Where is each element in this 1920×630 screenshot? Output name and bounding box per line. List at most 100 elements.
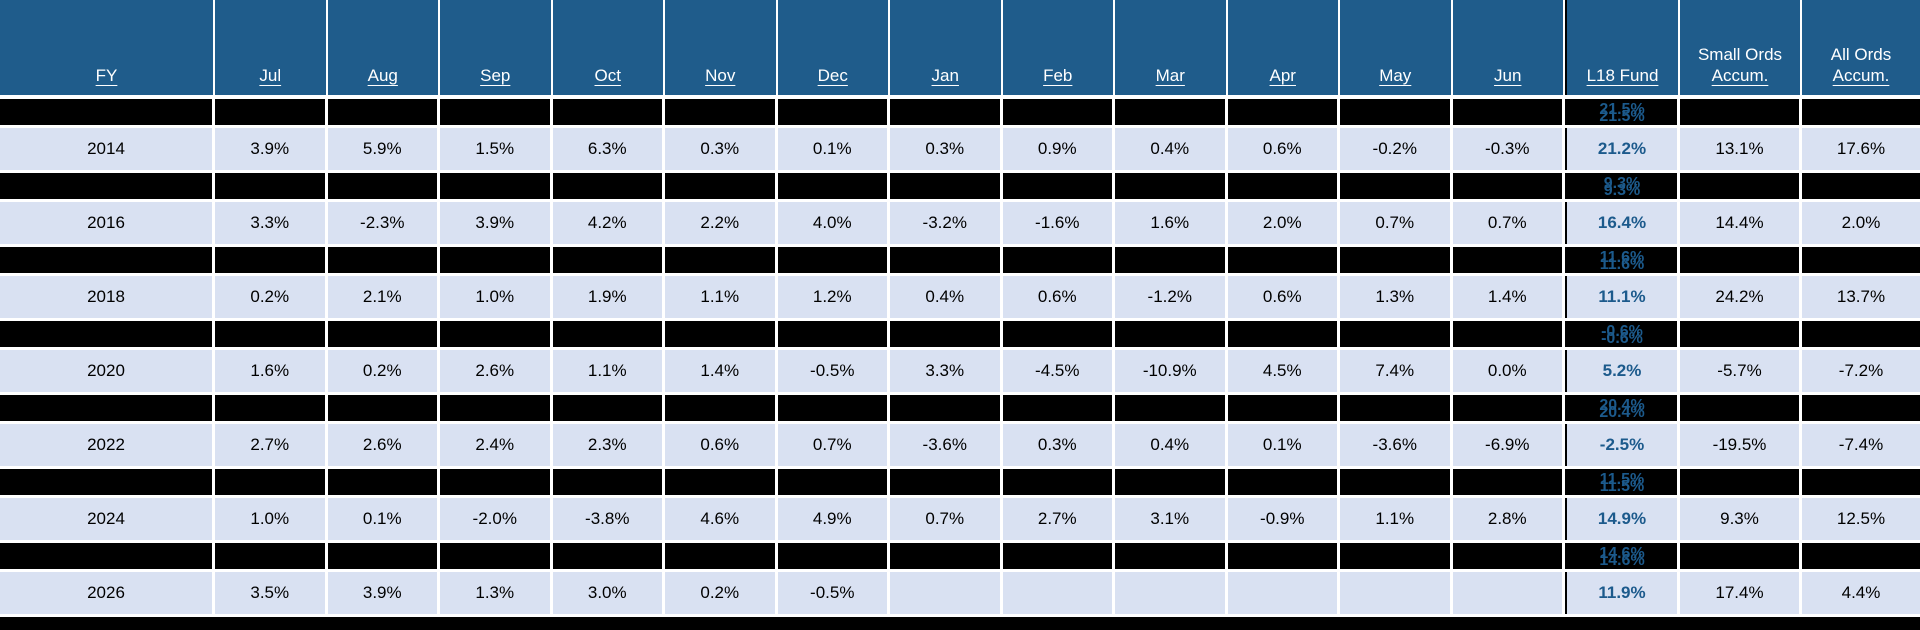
redacted-cell xyxy=(1802,395,1920,421)
redacted-l18-cell: 9.3% 9.3% xyxy=(1565,173,1680,199)
redacted-cell xyxy=(440,99,553,125)
redacted-cell xyxy=(327,247,440,273)
header-cell-sep: Sep xyxy=(440,0,553,95)
redacted-cell xyxy=(215,469,328,495)
redacted-cell xyxy=(1680,321,1802,347)
header-cell-may: May xyxy=(1340,0,1453,95)
l18-fund-cell: 21.2% xyxy=(1565,128,1680,170)
month-cell-jul: 0.2% xyxy=(215,276,328,318)
month-cell-aug: 2.1% xyxy=(327,276,440,318)
redacted-cell xyxy=(665,469,778,495)
header-cell-jul: Jul xyxy=(215,0,328,95)
small-ords-cell: 14.4% xyxy=(1680,202,1802,244)
redacted-l18-cell: 14.6% 14.6% xyxy=(1565,543,1680,569)
bottom-redaction-band xyxy=(0,617,1920,630)
month-cell-nov: 0.6% xyxy=(665,424,778,466)
l18-fund-cell: 14.9% xyxy=(1565,498,1680,540)
redacted-cell xyxy=(1452,247,1565,273)
redacted-cell xyxy=(1227,99,1340,125)
data-row-fy-2022: 2022 2.7% 2.6% 2.4% 2.3% 0.6% 0.7% -3.6% 0.3% 0.4… xyxy=(0,424,1920,466)
month-cell-jun: -6.9% xyxy=(1452,424,1565,466)
month-cell-dec: 1.2% xyxy=(777,276,890,318)
redacted-cell xyxy=(1452,99,1565,125)
redacted-cell xyxy=(552,247,665,273)
data-row-fy-2014: 2014 3.9% 5.9% 1.5% 6.3% 0.3% 0.1% 0.3% 0.9% 0.4%… xyxy=(0,128,1920,170)
redacted-cell xyxy=(1340,469,1453,495)
header-cell-oct: Oct xyxy=(552,0,665,95)
redacted-l18-scribble: 11.5% xyxy=(1599,471,1645,488)
month-cell-sep: -2.0% xyxy=(440,498,553,540)
month-cell-feb: -4.5% xyxy=(1002,350,1115,392)
redacted-cell xyxy=(1115,99,1228,125)
fy-cell: 2024 xyxy=(0,498,215,540)
l18-fund-cell: 16.4% xyxy=(1565,202,1680,244)
redacted-cell xyxy=(552,469,665,495)
month-cell-dec: -0.5% xyxy=(777,572,890,614)
redacted-cell xyxy=(890,469,1003,495)
month-cell-aug: 0.2% xyxy=(327,350,440,392)
redacted-l18-scribble: 9.3% xyxy=(1603,182,1641,199)
header-cell-l18: L18 Fund xyxy=(1565,0,1680,95)
redacted-l18-scribble: 14.6% xyxy=(1599,545,1645,562)
redacted-l18-scribble: 11.6% xyxy=(1599,249,1645,266)
redacted-cell xyxy=(1802,543,1920,569)
fy-cell: 2014 xyxy=(0,128,215,170)
header-label-nov: Nov xyxy=(705,65,736,85)
month-cell-jun: -0.3% xyxy=(1452,128,1565,170)
month-cell-apr: 2.0% xyxy=(1227,202,1340,244)
small-ords-cell: 24.2% xyxy=(1680,276,1802,318)
header-label-aug: Aug xyxy=(367,65,398,85)
redacted-cell xyxy=(1680,543,1802,569)
header-label-apr: Apr xyxy=(1269,65,1296,85)
redacted-cell xyxy=(1115,247,1228,273)
header-label-dec: Dec xyxy=(817,65,848,85)
redacted-l18-cell: 11.6% 11.6% xyxy=(1565,247,1680,273)
header-label-small: Accum. xyxy=(1711,65,1769,85)
month-cell-may: 7.4% xyxy=(1340,350,1453,392)
l18-fund-cell: -2.5% xyxy=(1565,424,1680,466)
header-label-jul: Jul xyxy=(259,65,282,85)
month-cell-oct: -3.8% xyxy=(552,498,665,540)
table-header-row: FY Jul Aug Sep Oct Nov Dec Jan Feb Mar Apr May Jun L1… xyxy=(0,0,1920,95)
redacted-cell xyxy=(552,321,665,347)
redacted-l18-scribble: 14.6% xyxy=(1599,552,1645,569)
redacted-cell xyxy=(1680,469,1802,495)
redacted-cell xyxy=(440,173,553,199)
header-label-jun: Jun xyxy=(1494,65,1522,85)
redacted-l18-scribble: 20.4% xyxy=(1599,404,1645,421)
redacted-cell xyxy=(665,173,778,199)
redacted-cell xyxy=(665,99,778,125)
redacted-cell xyxy=(1115,321,1228,347)
redacted-cell xyxy=(1002,99,1115,125)
redacted-cell xyxy=(215,543,328,569)
all-ords-cell: 12.5% xyxy=(1802,498,1920,540)
header-cell-dec: Dec xyxy=(777,0,890,95)
redacted-l18-scribble: 11.5% xyxy=(1599,478,1645,495)
month-cell-jun: 2.8% xyxy=(1452,498,1565,540)
all-ords-cell: 17.6% xyxy=(1802,128,1920,170)
month-cell-dec: 4.0% xyxy=(777,202,890,244)
month-cell-aug: 3.9% xyxy=(327,572,440,614)
redacted-l18-scribble: -0.6% xyxy=(1601,323,1643,340)
redacted-l18-scribble: 21.5% xyxy=(1599,101,1645,118)
month-cell-jul: 3.3% xyxy=(215,202,328,244)
month-cell-jan: 0.3% xyxy=(890,128,1003,170)
redacted-cell xyxy=(1115,173,1228,199)
month-cell-feb: 0.9% xyxy=(1002,128,1115,170)
redacted-cell xyxy=(1452,469,1565,495)
header-cell-jun: Jun xyxy=(1452,0,1565,95)
redacted-cell xyxy=(327,395,440,421)
redacted-cell xyxy=(1115,395,1228,421)
header-cell-apr: Apr xyxy=(1227,0,1340,95)
redacted-cell xyxy=(0,321,215,347)
redacted-cell xyxy=(1002,469,1115,495)
redacted-row: 9.3% 9.3% xyxy=(0,173,1920,199)
redacted-cell xyxy=(1340,247,1453,273)
month-cell-mar: 0.4% xyxy=(1115,424,1228,466)
redacted-cell xyxy=(890,321,1003,347)
month-cell-mar: 1.6% xyxy=(1115,202,1228,244)
header-cell-aug: Aug xyxy=(327,0,440,95)
redacted-row: 21.5% 21.5% xyxy=(0,99,1920,125)
header-label-jan: Jan xyxy=(931,65,959,85)
redacted-cell xyxy=(552,99,665,125)
